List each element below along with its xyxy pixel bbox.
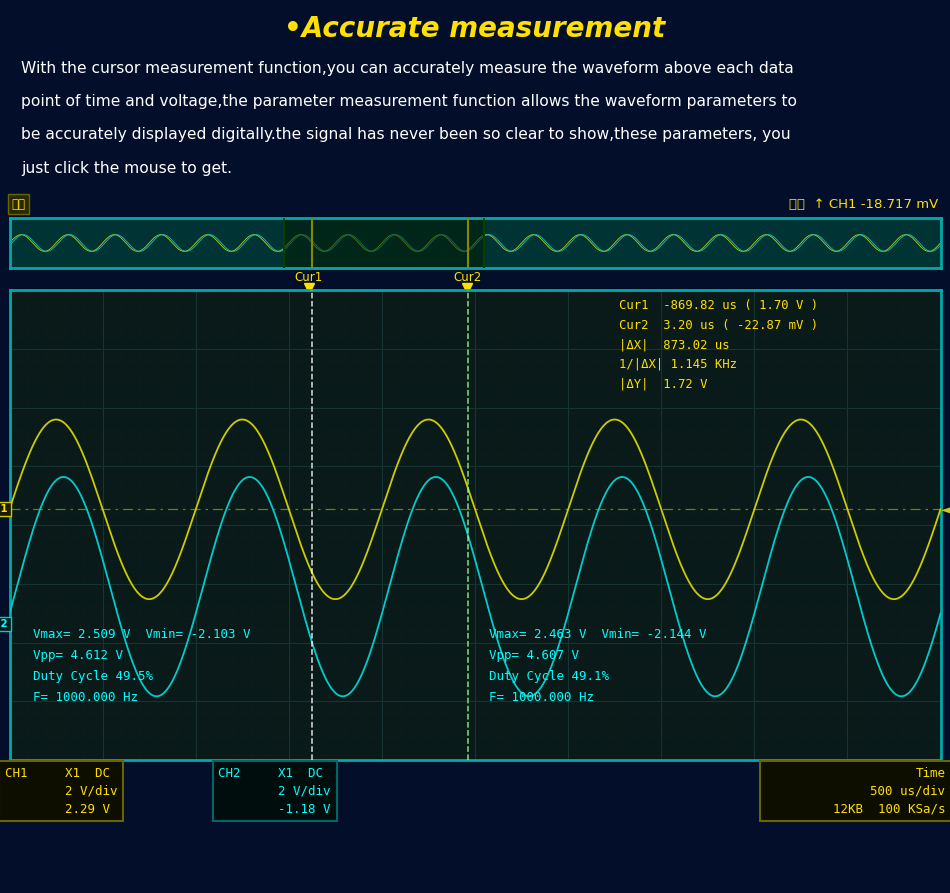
Text: just click the mouse to get.: just click the mouse to get. bbox=[21, 161, 232, 176]
Text: Vmax= 2.463 V  Vmin= -2.144 V
Vpp= 4.607 V
Duty Cycle 49.1%
F= 1000.000 Hz: Vmax= 2.463 V Vmin= -2.144 V Vpp= 4.607 … bbox=[489, 629, 707, 705]
Text: Cur1: Cur1 bbox=[294, 271, 323, 284]
Text: CH2     X1  DC
        2 V/div
        -1.18 V: CH2 X1 DC 2 V/div -1.18 V bbox=[218, 766, 331, 815]
Text: CH1     X1  DC
        2 V/div
        2.29 V: CH1 X1 DC 2 V/div 2.29 V bbox=[5, 766, 117, 815]
Text: point of time and voltage,the parameter measurement function allows the waveform: point of time and voltage,the parameter … bbox=[21, 94, 797, 109]
Text: CH2: CH2 bbox=[0, 619, 9, 630]
Bar bbox=[284, 218, 484, 268]
Text: With the cursor measurement function,you can accurately measure the waveform abo: With the cursor measurement function,you… bbox=[21, 61, 793, 76]
Text: CH1: CH1 bbox=[0, 505, 9, 514]
Text: •Accurate measurement: •Accurate measurement bbox=[284, 15, 666, 43]
Text: 自动  ↑ CH1 -18.717 mV: 自动 ↑ CH1 -18.717 mV bbox=[789, 197, 939, 211]
Text: be accurately displayed digitally.the signal has never been so clear to show,the: be accurately displayed digitally.the si… bbox=[21, 128, 790, 142]
Text: ◄: ◄ bbox=[941, 503, 950, 516]
Text: Cur2: Cur2 bbox=[453, 271, 482, 284]
Text: Time
              500 us/div
12KB  100 KSa/s: Time 500 us/div 12KB 100 KSa/s bbox=[766, 766, 945, 815]
Text: Cur1  -869.82 us ( 1.70 V )
Cur2  3.20 us ( -22.87 mV )
|ΔX|  873.02 us
1/|ΔX| 1: Cur1 -869.82 us ( 1.70 V ) Cur2 3.20 us … bbox=[619, 299, 819, 390]
Text: 运行: 运行 bbox=[11, 197, 26, 211]
Text: Vmax= 2.509 V  Vmin= -2.103 V
Vpp= 4.612 V
Duty Cycle 49.5%
F= 1000.000 Hz: Vmax= 2.509 V Vmin= -2.103 V Vpp= 4.612 … bbox=[32, 629, 250, 705]
